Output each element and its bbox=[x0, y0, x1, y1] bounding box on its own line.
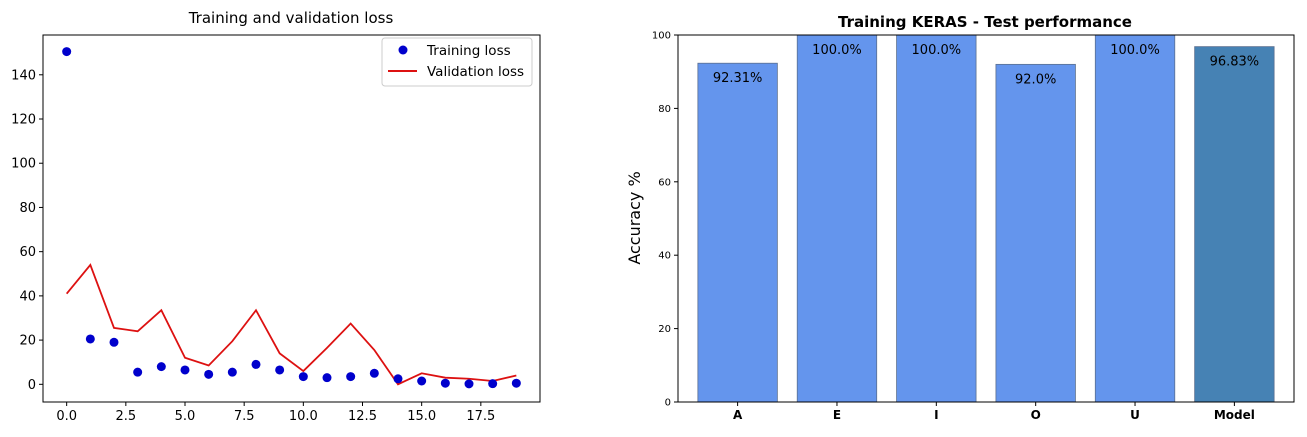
x-tick-label: 10.0 bbox=[289, 409, 318, 424]
x-category-label: Model bbox=[1214, 408, 1255, 422]
x-tick-label: 5.0 bbox=[175, 409, 196, 424]
legend-training-label: Training loss bbox=[426, 43, 511, 59]
y-tick-label: 80 bbox=[19, 201, 36, 216]
x-category-label: O bbox=[1031, 408, 1041, 422]
accuracy-bar bbox=[1194, 46, 1275, 403]
y-tick-label: 140 bbox=[11, 68, 36, 83]
y-tick-label: 0 bbox=[28, 378, 36, 393]
training-loss-point bbox=[464, 379, 474, 389]
y-tick-label: 80 bbox=[658, 104, 671, 115]
training-loss-point bbox=[511, 378, 521, 388]
loss-chart-title: Training and validation loss bbox=[188, 9, 394, 27]
training-loss-point bbox=[227, 367, 237, 377]
accuracy-bar bbox=[1094, 34, 1176, 403]
training-loss-point bbox=[440, 378, 450, 388]
y-tick-label: 60 bbox=[19, 245, 36, 260]
bar-value-label: 100.0% bbox=[1110, 43, 1160, 58]
training-loss-point bbox=[275, 365, 285, 375]
training-loss-point bbox=[62, 47, 72, 57]
training-loss-point bbox=[298, 372, 308, 382]
bar-value-label: 100.0% bbox=[812, 43, 862, 58]
training-loss-point bbox=[85, 334, 95, 344]
bar-value-label: 92.0% bbox=[1015, 72, 1056, 87]
bar-value-label: 92.31% bbox=[713, 71, 763, 86]
y-tick-label: 0 bbox=[665, 398, 671, 409]
accuracy-bar bbox=[697, 62, 778, 403]
training-loss-point bbox=[369, 368, 379, 378]
bar-value-label: 96.83% bbox=[1210, 55, 1260, 70]
y-tick-label: 20 bbox=[19, 334, 36, 349]
training-loss-point bbox=[204, 369, 214, 379]
x-category-label: A bbox=[733, 408, 743, 422]
training-loss-point bbox=[488, 379, 498, 389]
accuracy-chart-ylabel: Accuracy % bbox=[625, 171, 644, 264]
y-tick-label: 120 bbox=[11, 113, 36, 128]
legend-training-marker bbox=[398, 45, 408, 55]
loss-chart-legend: Training loss Validation loss bbox=[381, 37, 533, 87]
y-tick-label: 40 bbox=[658, 251, 671, 262]
training-loss-point bbox=[180, 365, 190, 375]
x-tick-label: 12.5 bbox=[348, 409, 377, 424]
legend-validation-label: Validation loss bbox=[427, 64, 524, 80]
bar-value-label: 100.0% bbox=[912, 43, 962, 58]
y-tick-label: 60 bbox=[658, 177, 671, 188]
y-tick-label: 100 bbox=[652, 31, 671, 42]
training-loss-point bbox=[393, 374, 403, 384]
accuracy-bar bbox=[896, 34, 977, 403]
accuracy-chart-plot-area bbox=[677, 34, 1295, 403]
training-loss-point bbox=[346, 372, 356, 382]
loss-chart-plot-area bbox=[42, 34, 541, 403]
x-category-label: I bbox=[934, 408, 938, 422]
x-tick-label: 2.5 bbox=[115, 409, 136, 424]
x-tick-label: 7.5 bbox=[234, 409, 255, 424]
accuracy-bar bbox=[995, 63, 1076, 403]
y-tick-label: 100 bbox=[11, 157, 36, 172]
training-loss-point bbox=[156, 362, 166, 372]
x-tick-label: 0.0 bbox=[56, 409, 77, 424]
x-category-label: E bbox=[833, 408, 841, 422]
training-loss-point bbox=[417, 376, 427, 386]
y-tick-label: 40 bbox=[19, 289, 36, 304]
legend-frame bbox=[381, 37, 533, 87]
training-loss-point bbox=[109, 337, 119, 347]
accuracy-chart-title: Training KERAS - Test performance bbox=[838, 13, 1132, 31]
validation-loss-line bbox=[65, 263, 517, 386]
training-loss-point bbox=[322, 373, 332, 383]
accuracy-bar bbox=[796, 34, 878, 403]
training-loss-point bbox=[133, 367, 143, 377]
x-tick-label: 15.0 bbox=[407, 409, 436, 424]
y-tick-label: 20 bbox=[658, 324, 671, 335]
training-loss-point bbox=[251, 359, 261, 369]
x-tick-label: 17.5 bbox=[466, 409, 495, 424]
x-category-label: U bbox=[1130, 408, 1140, 422]
